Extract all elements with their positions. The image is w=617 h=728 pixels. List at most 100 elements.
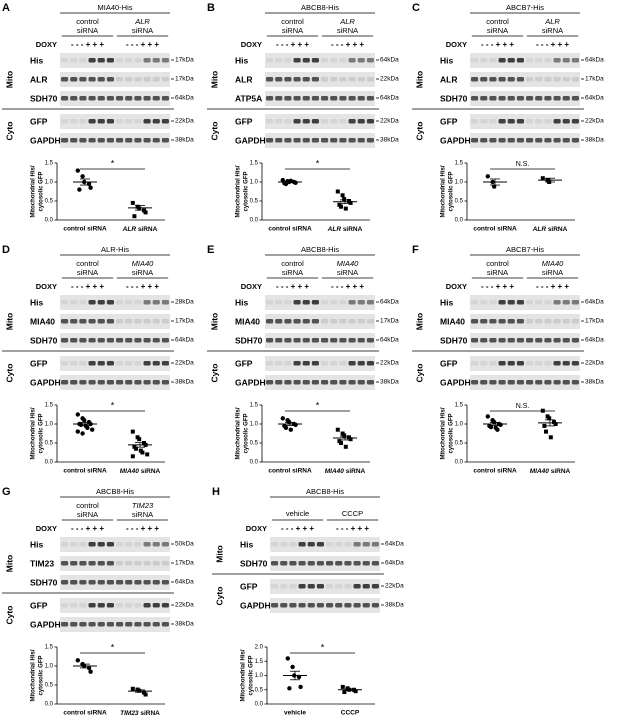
blot-band	[116, 542, 124, 547]
blot-band	[106, 361, 114, 366]
section-label: Mito	[209, 71, 219, 88]
blot-band	[507, 138, 515, 143]
blot-band	[371, 584, 379, 589]
blot-band	[516, 319, 524, 324]
blot-band	[471, 338, 479, 343]
blot-band	[275, 300, 283, 305]
blot-band	[70, 96, 78, 101]
blot-strip	[270, 598, 380, 613]
y-tick-label: 0.0	[455, 460, 464, 466]
group-label: siRNA	[282, 268, 303, 277]
size-marker: 22kDa	[385, 583, 404, 590]
blot-band	[526, 77, 534, 82]
blot-band	[348, 361, 356, 366]
blot-band	[289, 561, 297, 566]
blot-band	[302, 300, 310, 305]
blot-band	[88, 338, 96, 343]
size-marker: 64kDa	[585, 57, 604, 64]
blot-band	[88, 603, 96, 608]
blot-band	[480, 119, 488, 124]
blot-band	[125, 96, 133, 101]
significance-label: *	[316, 400, 320, 410]
blot-band	[366, 77, 374, 82]
y-axis-label: Mitochondrial His/	[31, 165, 37, 217]
blot-strip	[265, 133, 375, 148]
blot-band	[88, 580, 96, 585]
blot-band	[335, 603, 343, 608]
blot-band	[553, 361, 561, 366]
section-label: Mito	[4, 313, 14, 330]
x-tick-label: control siRNA	[63, 468, 107, 475]
blot-band	[298, 603, 306, 608]
row-label: SDH70	[30, 93, 58, 103]
y-tick-label: 0.0	[455, 218, 464, 224]
group-label: control	[76, 17, 99, 26]
blot-title: ABCB7-His	[506, 3, 544, 12]
blot-band	[97, 561, 105, 566]
blot-band	[134, 622, 142, 627]
data-point	[335, 427, 340, 432]
blot-band	[480, 319, 488, 324]
blot-band	[535, 58, 543, 63]
blot-band	[571, 77, 579, 82]
blot-band	[88, 300, 96, 305]
y-tick-label: 1.5	[45, 403, 54, 409]
y-tick-label: 1.0	[455, 180, 464, 186]
blot-band	[266, 300, 274, 305]
row-label: MIA40	[235, 316, 260, 326]
blot-band	[70, 603, 78, 608]
blot-band	[161, 96, 169, 101]
group-label: control	[486, 259, 509, 268]
data-point	[339, 441, 343, 445]
blot-band	[152, 380, 160, 385]
blot-band	[152, 338, 160, 343]
blot-band	[371, 561, 379, 566]
blot-band	[125, 542, 133, 547]
data-point	[343, 206, 348, 211]
blot-band	[275, 58, 283, 63]
blot-band	[289, 542, 297, 547]
size-marker: 64kDa	[385, 560, 404, 567]
x-tick-label: MIA40 siRNA	[530, 468, 571, 475]
blot-band	[311, 300, 319, 305]
doxy-signs: - - - + + +	[281, 524, 314, 533]
blot-band	[302, 96, 310, 101]
y-tick-label: 1.5	[455, 403, 464, 409]
blot-strip	[470, 114, 580, 129]
blot-band	[307, 584, 315, 589]
blot-band	[311, 138, 319, 143]
blot-band	[97, 138, 105, 143]
doxy-signs: - - - + + +	[71, 282, 104, 291]
blot-band	[79, 603, 87, 608]
blot-band	[280, 561, 288, 566]
y-axis-label: cytosolic GFP	[39, 655, 45, 695]
blot-band	[311, 319, 319, 324]
blot-band	[70, 622, 78, 627]
blot-band	[321, 319, 329, 324]
blot-band	[125, 58, 133, 63]
blot-band	[471, 96, 479, 101]
data-point	[88, 669, 93, 674]
blot-band	[353, 584, 361, 589]
blot-strip	[470, 314, 580, 329]
blot-band	[302, 361, 310, 366]
blot-band	[562, 380, 570, 385]
blot-band	[571, 319, 579, 324]
blot-band	[302, 380, 310, 385]
blot-strip	[60, 537, 170, 552]
blot-band	[344, 542, 352, 547]
data-point	[134, 446, 138, 451]
data-point	[553, 422, 558, 426]
blot-band	[321, 338, 329, 343]
blot-band	[161, 603, 169, 608]
blot-band	[480, 300, 488, 305]
blot-band	[330, 361, 338, 366]
row-label: TIM23	[30, 558, 54, 568]
row-label: His	[30, 297, 44, 307]
data-point	[348, 437, 353, 442]
section-label: Mito	[209, 313, 219, 330]
group-label: ALR	[339, 17, 355, 26]
blot-band	[143, 542, 151, 547]
size-marker: 64kDa	[380, 337, 399, 344]
